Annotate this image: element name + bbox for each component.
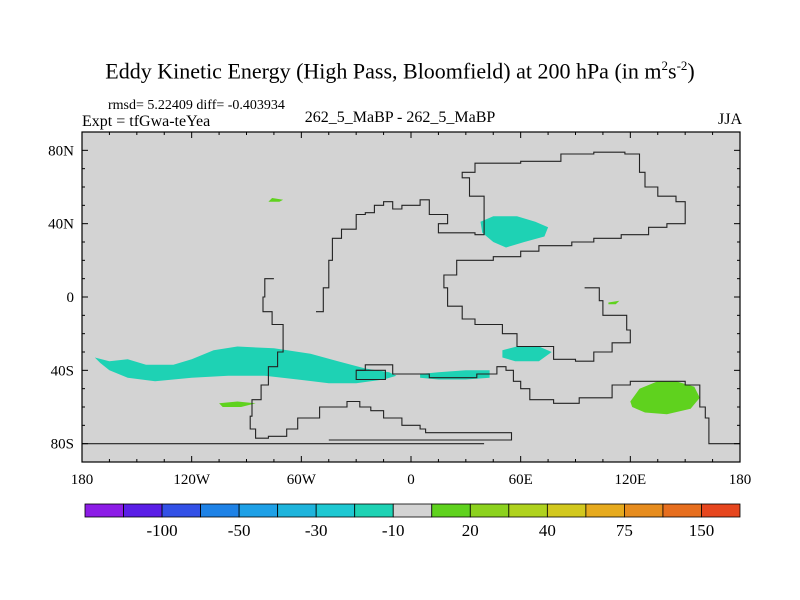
colorbar-box-1 bbox=[123, 503, 163, 518]
plot-background bbox=[82, 132, 740, 462]
comparison-label: 262_5_MaBP - 262_5_MaBP bbox=[304, 109, 496, 126]
x-tick-label-4: 60E bbox=[509, 472, 533, 488]
colorbar-label-5: 40 bbox=[539, 521, 556, 540]
y-tick-label-1: 40S bbox=[51, 363, 74, 379]
colorbar-box-12 bbox=[546, 503, 587, 518]
coastline-south-america bbox=[249, 278, 513, 441]
colorbar-box-5 bbox=[277, 503, 317, 518]
contour-region-2 bbox=[502, 346, 552, 362]
experiment-label: Expt = tfGwa-teYea bbox=[82, 113, 211, 130]
y-tick-label-0: 80S bbox=[51, 437, 74, 453]
colorbar-box-3 bbox=[200, 503, 240, 518]
x-tick-label-0: 180 bbox=[71, 472, 94, 488]
contour-region-6 bbox=[268, 198, 284, 202]
x-tick-label-5: 120E bbox=[614, 472, 646, 488]
colorbar-box-15 bbox=[662, 503, 702, 518]
season-label: JJA bbox=[717, 111, 742, 128]
colorbar-label-4: 20 bbox=[462, 521, 479, 540]
colorbar-box-7 bbox=[354, 503, 394, 518]
colorbar-label-3: -10 bbox=[382, 521, 405, 540]
colorbar-label-1: -50 bbox=[228, 521, 251, 540]
stats-label: rmsd= 5.22409 diff= -0.403934 bbox=[108, 98, 285, 113]
colorbar-box-16 bbox=[701, 503, 741, 518]
coastline-island bbox=[355, 369, 386, 381]
x-tick-label-2: 60W bbox=[287, 472, 317, 488]
contour-region-5 bbox=[219, 401, 256, 407]
colorbar-label-2: -30 bbox=[305, 521, 328, 540]
chart-title: Eddy Kinetic Energy (High Pass, Bloomfie… bbox=[105, 58, 695, 84]
colorbar-box-9 bbox=[431, 503, 471, 518]
x-tick-label-3: 0 bbox=[407, 472, 415, 488]
y-tick-label-3: 40N bbox=[48, 217, 74, 233]
colorbar-box-6 bbox=[315, 503, 356, 518]
x-tick-label-6: 180 bbox=[729, 472, 752, 488]
colorbar-label-6: 75 bbox=[616, 521, 633, 540]
contour-region-7 bbox=[608, 300, 620, 305]
colorbar-box-4 bbox=[238, 503, 279, 518]
coastline-eurasia-africa bbox=[356, 364, 740, 445]
x-tick-label-1: 120W bbox=[173, 472, 211, 488]
colorbar-box-14 bbox=[624, 503, 664, 518]
colorbar-label-7: 150 bbox=[689, 521, 715, 540]
colorbar-box-8 bbox=[392, 503, 433, 518]
colorbar-box-11 bbox=[508, 503, 548, 518]
contour-region-4 bbox=[630, 381, 700, 415]
colorbar-label-0: -100 bbox=[146, 521, 177, 540]
y-tick-label-4: 80N bbox=[48, 143, 74, 159]
colorbar-box-2 bbox=[161, 503, 201, 518]
contour-region-3 bbox=[480, 216, 549, 248]
colorbar-box-13 bbox=[585, 503, 625, 518]
contour-region-0 bbox=[94, 346, 397, 384]
colorbar-box-0 bbox=[84, 503, 124, 518]
coastline-north-outline bbox=[316, 151, 686, 362]
y-tick-label-2: 0 bbox=[67, 290, 75, 306]
colorbar-box-10 bbox=[469, 503, 510, 518]
